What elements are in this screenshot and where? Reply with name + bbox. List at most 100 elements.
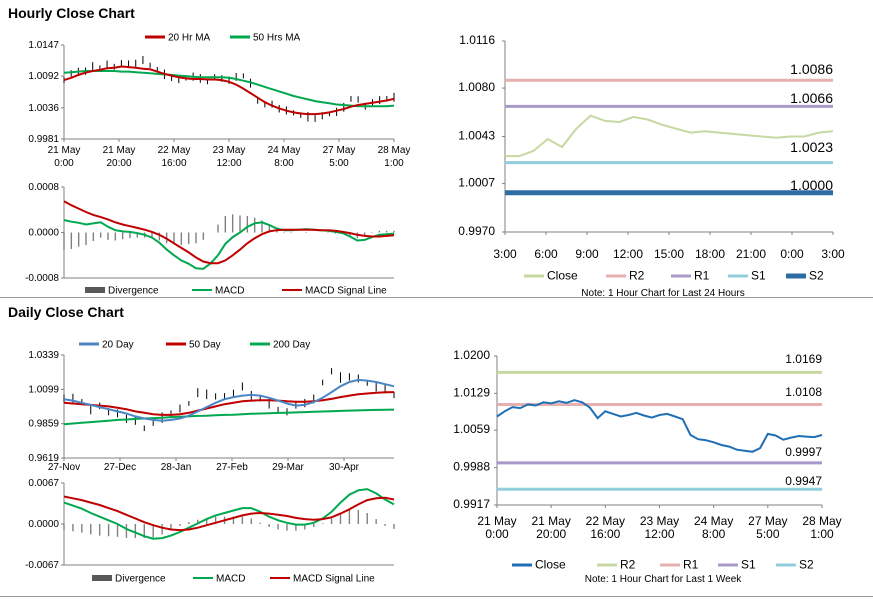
daily-pivots-close-legend-label: Close [535, 558, 566, 572]
hourly-pivots-s1-legend-label: S1 [751, 269, 766, 283]
hourly-pivots-s2-label: 1.0000 [790, 177, 833, 193]
hourly-macd-divergence-legend-swatch [85, 287, 105, 293]
daily-pivots-s1-label: 0.9997 [785, 445, 822, 459]
daily-price-x-tick-label: 30-Apr [329, 462, 360, 473]
daily-pivots-x-tick-label: 8:00 [702, 527, 726, 541]
hourly-macd-line [63, 219, 395, 270]
daily-pivots-x-tick-label: 21 May [531, 514, 570, 528]
daily-section-title: Daily Close Chart [8, 304, 124, 320]
hourly-pivots-r1-label: 1.0066 [790, 90, 833, 106]
hourly-price-ma50-line [63, 70, 395, 108]
daily-pivots-note: Note: 1 Hour Chart for Last 1 Week [585, 574, 743, 585]
daily-price-ma200-legend-label: 200 Day [273, 340, 310, 351]
daily-price-x-tick-label: 28-Jan [161, 462, 192, 473]
daily-pivots-x-tick-label: 21 May [477, 514, 516, 528]
daily-pivots-s2-legend-label: S2 [799, 558, 814, 572]
hourly-price-x-tick-label: 24 May [268, 145, 301, 156]
hourly-pivots-close-line [505, 114, 834, 158]
daily-pivots-y-tick-label: 1.0200 [453, 348, 490, 362]
hourly-section-title: Hourly Close Chart [8, 5, 135, 21]
hourly-pivots-r2-legend-label: R2 [629, 269, 645, 283]
daily-pivots-x-tick-label: 16:00 [590, 527, 620, 541]
daily-macd-divergence-legend-label: Divergence [115, 574, 166, 585]
hourly-price-y-tick-label: 1.0036 [28, 103, 59, 114]
daily-price-y-tick-label: 0.9859 [28, 419, 59, 430]
hourly-price-ma50-legend-label: 50 Hrs MA [253, 33, 301, 44]
daily-macd-y-tick-label: 0.0067 [28, 478, 59, 489]
daily-pivots-x-tick-label: 24 May [694, 514, 733, 528]
daily-price-ma50-legend-label: 50 Day [189, 340, 221, 351]
daily-macd-signal-legend-label: MACD Signal Line [293, 574, 375, 585]
hourly-price-ma20-legend-label: 20 Hr MA [168, 33, 211, 44]
hourly-price-x-tick-label: 1:00 [384, 158, 404, 169]
hourly-price-x-tick-label: 20:00 [106, 158, 131, 169]
hourly-pivots-s1-label: 1.0023 [790, 139, 833, 155]
daily-price-y-tick-label: 1.0099 [28, 384, 59, 395]
hourly-macd-signal-legend-label: MACD Signal Line [305, 286, 387, 297]
hourly-price-x-tick-label: 23 May [213, 145, 246, 156]
daily-macd-y-tick-label: -0.0067 [25, 560, 59, 571]
daily-pivots-y-tick-label: 1.0059 [453, 422, 490, 436]
hourly-price-x-tick-label: 5:00 [329, 158, 349, 169]
bottom-divider [0, 596, 873, 597]
daily-pivots-x-tick-label: 23 May [640, 514, 679, 528]
daily-pivots-x-tick-label: 28 May [802, 514, 841, 528]
hourly-pivots-x-tick-label: 9:00 [575, 247, 599, 261]
hourly-pivots-y-tick-label: 1.0116 [459, 33, 495, 47]
hourly-pivots-x-tick-label: 18:00 [695, 247, 725, 261]
hourly-pivots-y-tick-label: 1.0007 [458, 176, 495, 190]
daily-macd-macd-legend-label: MACD [216, 574, 245, 585]
daily-macd-signal-line [63, 495, 395, 532]
hourly-price-y-tick-label: 1.0147 [28, 40, 59, 51]
daily-pivots-s1-legend-label: S1 [741, 558, 756, 572]
hourly-pivots-y-tick-label: 0.9970 [458, 224, 495, 238]
hourly-macd-y-tick-label: 0.0008 [28, 182, 59, 193]
daily-pivots-y-tick-label: 0.9917 [453, 497, 490, 511]
daily-price-x-tick-label: 29-Mar [272, 462, 304, 473]
daily-pivots-x-tick-label: 5:00 [756, 527, 780, 541]
daily-pivots-x-tick-label: 12:00 [644, 527, 674, 541]
hourly-price-y-tick-label: 0.9981 [28, 134, 59, 145]
hourly-pivots-x-tick-label: 6:00 [534, 247, 558, 261]
daily-pivots-x-tick-label: 0:00 [485, 527, 509, 541]
hourly-pivots-r1-legend-label: R1 [694, 269, 710, 283]
daily-pivots-s2-label: 0.9947 [785, 474, 822, 488]
daily-pivots-x-tick-label: 27 May [748, 514, 787, 528]
hourly-price-x-tick-label: 12:00 [216, 158, 241, 169]
hourly-pivots-x-tick-label: 3:00 [821, 247, 845, 261]
hourly-price-x-tick-label: 0:00 [54, 158, 74, 169]
hourly-pivots-x-tick-label: 0:00 [780, 247, 804, 261]
daily-price-y-tick-label: 1.0339 [28, 350, 59, 361]
hourly-pivots-x-tick-label: 3:00 [493, 247, 517, 261]
daily-pivots-x-tick-label: 1:00 [810, 527, 834, 541]
daily-pivots-close-line [496, 399, 823, 453]
hourly-price-x-tick-label: 21 May [48, 145, 81, 156]
daily-price-x-tick-label: 27-Nov [48, 462, 80, 473]
daily-pivots-r2-label: 1.0169 [785, 352, 822, 366]
daily-pivots-x-tick-label: 20:00 [536, 527, 566, 541]
daily-macd-divergence-legend-swatch [92, 575, 112, 581]
hourly-price-x-tick-label: 22 May [158, 145, 191, 156]
daily-pivots-r1-legend-label: R1 [683, 558, 699, 572]
daily-price-ma20-legend-label: 20 Day [102, 340, 134, 351]
hourly-price-ma20-line [63, 65, 395, 116]
hourly-pivots-x-tick-label: 21:00 [736, 247, 766, 261]
hourly-pivots-y-tick-label: 1.0080 [458, 80, 495, 94]
daily-macd-y-tick-label: 0.0000 [28, 519, 59, 530]
hourly-price-y-tick-label: 1.0092 [28, 71, 59, 82]
hourly-macd-macd-legend-label: MACD [215, 286, 244, 297]
daily-price-x-tick-label: 27-Dec [104, 462, 136, 473]
hourly-macd-divergence-legend-label: Divergence [108, 286, 159, 297]
hourly-price-x-tick-label: 8:00 [274, 158, 294, 169]
daily-price-y-tick-label: 0.9619 [28, 453, 59, 464]
hourly-pivots-x-tick-label: 12:00 [613, 247, 643, 261]
hourly-pivots-s2-legend-label: S2 [809, 269, 824, 283]
daily-pivots-y-tick-label: 0.9988 [453, 460, 490, 474]
section-divider [0, 297, 873, 298]
hourly-price-x-tick-label: 27 May [323, 145, 356, 156]
hourly-macd-signal-line [63, 200, 395, 265]
hourly-macd-y-tick-label: 0.0000 [28, 228, 59, 239]
daily-price-ma200-line [63, 408, 395, 426]
hourly-pivots-close-legend-label: Close [547, 269, 578, 283]
